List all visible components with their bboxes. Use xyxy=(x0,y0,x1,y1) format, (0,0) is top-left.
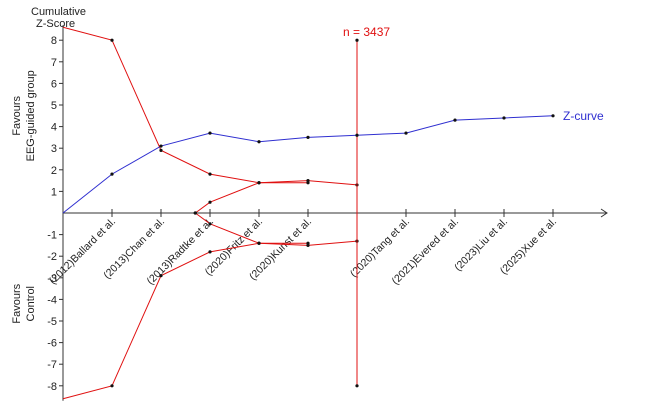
z-curve-point xyxy=(110,172,114,176)
upper-futility-boundary-point xyxy=(257,181,261,185)
z-curve-point xyxy=(208,131,212,135)
labels: Cumulative Z-Score Favours EEG-guided gro… xyxy=(11,6,86,324)
z-curve-point xyxy=(551,114,555,118)
y-axis-title-line-1: Cumulative xyxy=(31,6,86,18)
lower-futility-boundary-point xyxy=(306,243,310,247)
z-curve-point xyxy=(404,131,408,135)
lower-futility-boundary-point xyxy=(208,222,212,226)
y-tick-label: -7 xyxy=(47,359,57,371)
y-tick-label: 7 xyxy=(51,57,57,69)
favours-eeg-label-line-1: Favours xyxy=(11,95,23,135)
lower-monitoring-boundary-point xyxy=(159,274,163,278)
lower-monitoring-boundary-point xyxy=(208,250,212,254)
upper-futility-boundary-point xyxy=(208,200,212,204)
y-tick-label: -5 xyxy=(47,316,57,328)
y-tick-label: -1 xyxy=(47,230,57,242)
y-tick-label: 6 xyxy=(51,78,57,90)
monitoring-boundaries xyxy=(62,26,359,400)
upper-monitoring-boundary-point xyxy=(159,148,163,152)
upper-monitoring-boundary xyxy=(62,26,308,184)
y-tick-label: -6 xyxy=(47,338,57,350)
y-tick-label: 2 xyxy=(51,165,57,177)
z-curve: Z-curve xyxy=(62,109,604,214)
upper-futility-boundary xyxy=(195,180,358,214)
y-axis-title-line-2: Z-Score xyxy=(36,18,75,30)
y-tick-label: 1 xyxy=(51,186,57,198)
y-tick-label: 3 xyxy=(51,143,57,155)
z-curve-point xyxy=(159,144,163,148)
z-curve-point xyxy=(306,135,310,139)
z-curve-point xyxy=(453,118,457,122)
lower-futility-boundary-point xyxy=(193,211,197,215)
ris-bottom-point xyxy=(355,384,359,388)
z-curve-point xyxy=(257,140,261,144)
z-curve-point xyxy=(502,116,506,120)
ris-top-point xyxy=(355,38,359,42)
favours-control-label-line-1: Favours xyxy=(11,283,23,323)
y-tick-label: 5 xyxy=(51,100,57,112)
z-curve-line xyxy=(62,115,554,214)
z-curve-legend-label: Z-curve xyxy=(563,109,604,123)
lower-monitoring-boundary-point xyxy=(110,384,114,388)
y-tick-label: -2 xyxy=(47,251,57,263)
ris-label: n = 3437 xyxy=(343,25,390,39)
lower-futility-boundary-point xyxy=(257,241,261,245)
favours-control-label-line-2: Control xyxy=(25,286,37,321)
upper-monitoring-boundary-point xyxy=(110,38,114,42)
lower-futility-boundary xyxy=(195,212,358,246)
x-axis-arrow xyxy=(600,208,608,218)
favours-eeg-label-line-2: EEG-guided group xyxy=(25,70,37,161)
upper-futility-boundary-point xyxy=(306,179,310,183)
y-tick-label: -8 xyxy=(47,381,57,393)
required-information-size: n = 3437 xyxy=(343,25,390,388)
z-curve-point xyxy=(355,133,359,137)
upper-monitoring-boundary-point xyxy=(208,172,212,176)
y-tick-label: -4 xyxy=(47,294,57,306)
y-tick-label: 8 xyxy=(51,35,57,47)
y-tick-label: 4 xyxy=(51,122,57,134)
y-tick-label: -3 xyxy=(47,273,57,285)
